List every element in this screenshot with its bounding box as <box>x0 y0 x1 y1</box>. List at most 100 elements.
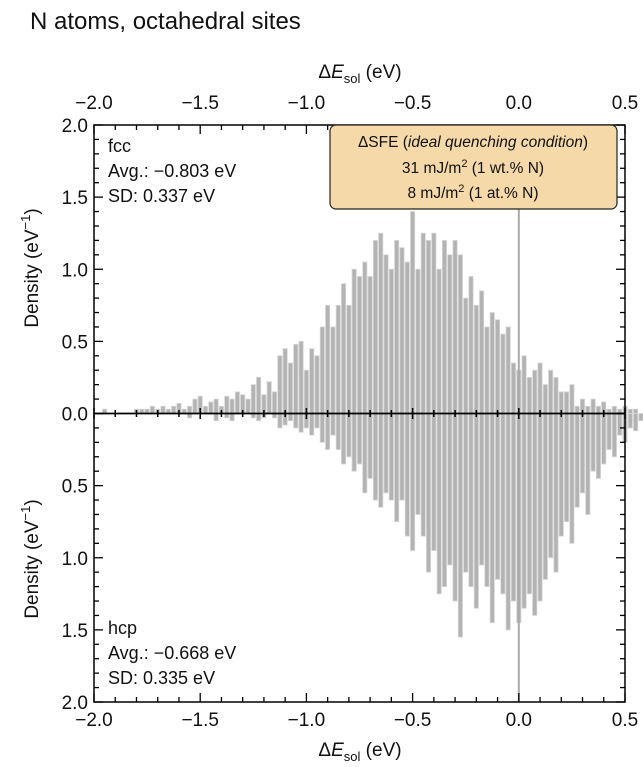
fcc-bar <box>585 405 591 414</box>
fcc-bar <box>213 398 219 414</box>
fcc-bar <box>452 239 458 414</box>
hcp-bar <box>633 413 639 432</box>
hcp-bar <box>256 413 262 422</box>
fcc-bar <box>346 304 352 414</box>
hcp-bar <box>457 413 463 638</box>
hcp-bar <box>606 413 612 450</box>
hcp-bar <box>314 413 320 429</box>
x-tick-label-bottom: −2.0 <box>75 710 113 731</box>
fcc-bar <box>542 384 548 414</box>
tick-labels-layer: −2.0 −2.0 −1.5 −1.5 −1.0 −1.0 −0.5 −0.5 0.0 0.0 0.… <box>62 93 639 731</box>
fcc-standard-deviation: SD: 0.337 eV <box>108 186 215 206</box>
x-tick-label-bottom: −1.0 <box>288 710 326 731</box>
fcc-bar <box>510 362 517 414</box>
hcp-bar <box>484 413 490 588</box>
fcc-bar <box>160 405 166 414</box>
hcp-bar <box>426 413 432 573</box>
hcp-bar <box>213 413 219 422</box>
fcc-bar <box>426 239 432 414</box>
hcp-bar <box>298 413 304 433</box>
fcc-bar <box>473 304 479 414</box>
bottom-axis-title: ΔEsol (eV) <box>318 740 401 764</box>
hcp-bar <box>325 413 331 450</box>
fcc-panel-label: fcc <box>108 136 131 156</box>
fcc-bar <box>548 369 554 414</box>
hcp-bar <box>532 413 538 616</box>
fcc-bar <box>420 232 426 414</box>
hcp-bar <box>500 413 506 595</box>
y-tick-label-lower: 0.5 <box>62 477 88 498</box>
fcc-bar <box>447 254 453 414</box>
fcc-bar <box>394 239 400 414</box>
fcc-bar <box>590 398 596 414</box>
hcp-bar <box>537 413 543 602</box>
annotation-line-dsfe: ΔSFE (ideal quenching condition) <box>358 134 588 151</box>
annotation-line-at: 8 mJ/m2 (1 at.% N) <box>407 183 538 202</box>
hcp-bar <box>383 413 389 494</box>
hcp-bar <box>590 413 596 472</box>
hcp-bar <box>372 413 378 501</box>
fcc-bar <box>595 405 601 414</box>
hcp-bar <box>595 413 601 479</box>
y-tick-label-upper: 1.5 <box>62 188 88 209</box>
hcp-bar <box>229 413 235 422</box>
fcc-bar <box>287 362 293 414</box>
hcp-bar <box>601 413 607 465</box>
fcc-bar <box>532 369 538 414</box>
hcp-bar <box>548 413 554 559</box>
hcp-bar <box>558 413 564 537</box>
fcc-bar <box>224 395 230 414</box>
fcc-bar <box>537 362 543 414</box>
hcp-bar <box>585 413 591 515</box>
hcp-bar <box>287 413 293 422</box>
fcc-bar <box>489 312 495 414</box>
annotation-line-wt: 31 mJ/m2 (1 wt.% N) <box>402 158 544 177</box>
fcc-bar <box>298 340 304 414</box>
hcp-bar <box>335 413 341 450</box>
fcc-bar <box>272 391 278 414</box>
hcp-bar <box>351 413 357 472</box>
x-tick-label-bottom: −0.5 <box>394 710 432 731</box>
y-tick-label-zero: 0.0 <box>62 405 88 426</box>
hcp-bar <box>611 413 617 458</box>
hcp-bar <box>309 413 315 436</box>
hcp-bar <box>293 413 299 429</box>
x-tick-label-top: 0.0 <box>506 93 532 114</box>
x-tick-label-bottom: 0.5 <box>612 710 638 731</box>
hcp-bar <box>463 413 469 573</box>
fcc-bar <box>325 304 331 414</box>
fcc-bar <box>303 369 309 414</box>
bars-layer <box>102 211 643 638</box>
figure-title: N atoms, octahedral sites <box>30 8 301 35</box>
fcc-bar <box>569 384 575 414</box>
fcc-bar <box>457 254 463 414</box>
x-tick-label-bottom: 0.0 <box>506 710 532 731</box>
hcp-bar <box>579 413 586 494</box>
y-tick-label-upper: 0.5 <box>62 332 88 353</box>
fcc-bar <box>468 276 474 414</box>
lower-y-axis-title: Density (eV−1) <box>18 499 43 618</box>
fcc-bar <box>341 283 347 414</box>
hcp-bar <box>510 413 517 602</box>
fcc-bar <box>250 384 256 414</box>
x-tick-label-bottom: −1.5 <box>181 710 219 731</box>
fcc-bar <box>351 268 357 414</box>
fcc-bar <box>362 261 368 414</box>
fcc-bar <box>500 333 506 414</box>
hcp-average: Avg.: −0.668 eV <box>108 643 236 663</box>
fcc-bar <box>282 348 288 414</box>
hcp-bar <box>330 413 336 436</box>
fcc-bar <box>399 247 405 414</box>
fcc-bar <box>378 232 384 414</box>
fcc-bar <box>521 355 527 414</box>
fcc-bar <box>553 377 559 414</box>
fcc-bar <box>149 405 155 414</box>
fcc-bar <box>611 405 617 414</box>
x-tick-label-top: −0.5 <box>394 93 432 114</box>
fcc-bar <box>431 232 437 414</box>
hcp-bar <box>415 413 421 515</box>
hcp-bar <box>362 413 368 494</box>
fcc-bar <box>208 401 214 414</box>
annotation-box-background <box>329 124 618 210</box>
